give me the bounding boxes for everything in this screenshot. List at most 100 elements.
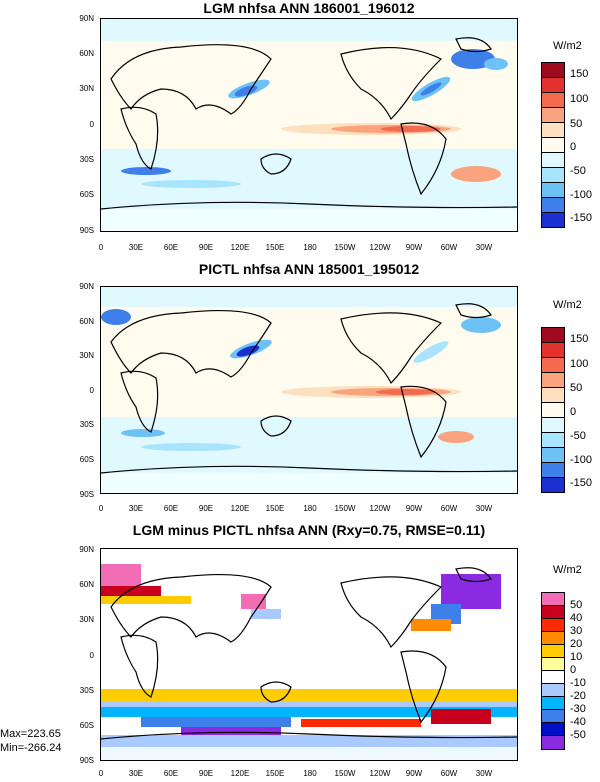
lat-label: 90S: [79, 490, 94, 499]
map-field: [100, 287, 518, 493]
lat-label: 60S: [79, 455, 94, 464]
colorbar-label: 10: [570, 651, 583, 663]
colorbar-label: 50: [570, 118, 583, 130]
map-field: [100, 19, 518, 231]
lon-label: 90E: [198, 504, 214, 513]
colorbar-label: -50: [570, 430, 586, 442]
panel-title: LGM minus PICTL nhfsa ANN (Rxy=0.75, RMS…: [132, 522, 486, 538]
lon-label: 60E: [163, 769, 179, 778]
lon-label: 60W: [440, 769, 458, 778]
lat-label: 60N: [79, 580, 94, 589]
lon-label: 60W: [440, 504, 458, 513]
colorbar-label: 150: [570, 333, 589, 345]
colorbar-label: 50: [570, 382, 583, 394]
lat-label: 60S: [79, 190, 94, 199]
lon-label: 30W: [475, 243, 493, 252]
lon-label: 0: [98, 243, 104, 252]
lat-label: 30S: [79, 420, 94, 429]
colorbar-label: -50: [570, 729, 586, 741]
lon-label: 150E: [265, 769, 285, 778]
lon-label: 120E: [230, 769, 250, 778]
panel-lgm: LGM nhfsa ANN 186001_196012: [0, 0, 600, 258]
colorbar-label: -100: [570, 189, 593, 201]
lon-label: 150E: [265, 504, 285, 513]
colorbar-label: 30: [570, 625, 583, 637]
colorbar-label: -40: [570, 716, 586, 728]
lon-label: 90W: [405, 504, 423, 513]
lat-label: 0: [89, 386, 94, 395]
lat-label: 60S: [79, 721, 94, 730]
lon-label: 90W: [405, 243, 423, 252]
colorbar-units: W/m2: [553, 299, 582, 311]
stat-min: Min=-266.24: [0, 742, 62, 754]
lat-label: 30N: [79, 351, 94, 360]
lon-label: 120W: [369, 504, 391, 513]
lon-label: 120W: [369, 243, 391, 252]
lat-label: 60N: [79, 317, 94, 326]
colorbar-label: 0: [570, 406, 577, 418]
map-plot: [100, 286, 518, 494]
lat-label: 90N: [79, 14, 94, 23]
colorbar-label: -150: [570, 212, 593, 224]
colorbar-label: 100: [570, 358, 589, 370]
lon-label: 30E: [128, 769, 144, 778]
colorbar-units: W/m2: [553, 564, 582, 576]
lon-label: 120W: [369, 769, 391, 778]
colorbar-label: 50: [570, 599, 583, 611]
panel-title: PICTL nhfsa ANN 185001_195012: [198, 261, 420, 277]
panel-title: LGM nhfsa ANN 186001_196012: [203, 0, 415, 16]
colorbar: [541, 62, 565, 228]
colorbar-label: -20: [570, 690, 586, 702]
lon-label: 60E: [163, 504, 179, 513]
lat-label: 30N: [79, 84, 94, 93]
lon-label: 60E: [163, 243, 179, 252]
lon-label: 30W: [475, 769, 493, 778]
colorbar-label: -30: [570, 703, 586, 715]
lon-label: 150W: [334, 243, 356, 252]
lat-label: 0: [89, 120, 94, 129]
lon-label: 30W: [475, 504, 493, 513]
colorbar-label: -150: [570, 477, 593, 489]
lon-label: 30E: [128, 243, 144, 252]
lat-label: 90N: [79, 545, 94, 554]
lon-label: 30E: [128, 504, 144, 513]
colorbar: [541, 327, 565, 493]
lat-label: 90N: [79, 282, 94, 291]
lon-label: 90W: [405, 769, 423, 778]
lon-label: 90E: [198, 243, 214, 252]
lat-label: 60N: [79, 49, 94, 58]
lon-label: 120E: [230, 504, 250, 513]
colorbar-label: 100: [570, 93, 589, 105]
lon-label: 90E: [198, 769, 214, 778]
colorbar-label: 150: [570, 68, 589, 80]
map-field: [100, 549, 518, 760]
lon-label: 150W: [334, 504, 356, 513]
colorbar-label: -50: [570, 165, 586, 177]
stat-max: Max=223.65: [0, 728, 61, 740]
lat-label: 90S: [79, 756, 94, 765]
colorbar: [541, 592, 565, 750]
colorbar-label: -10: [570, 677, 586, 689]
colorbar-label: 20: [570, 638, 583, 650]
lon-label: 150W: [334, 769, 356, 778]
lat-label: 30S: [79, 686, 94, 695]
colorbar-label: -100: [570, 454, 593, 466]
lat-label: 90S: [79, 226, 94, 235]
lon-label: 150E: [265, 243, 285, 252]
map-plot: [100, 18, 518, 232]
lon-label: 60W: [440, 243, 458, 252]
lon-label: 0: [98, 769, 104, 778]
colorbar-label: 0: [570, 141, 577, 153]
lat-label: 30N: [79, 615, 94, 624]
lon-label: 180: [303, 504, 317, 513]
lon-label: 180: [303, 769, 317, 778]
panel-difference: LGM minus PICTL nhfsa ANN (Rxy=0.75, RMS…: [0, 522, 600, 782]
lon-label: 120E: [230, 243, 250, 252]
colorbar-units: W/m2: [553, 40, 582, 52]
map-plot: [100, 548, 518, 761]
lon-label: 180: [303, 243, 317, 252]
lat-label: 30S: [79, 155, 94, 164]
panel-pictl: PICTL nhfsa ANN 185001_195012: [0, 261, 600, 519]
colorbar-label: 0: [570, 664, 577, 676]
lat-label: 0: [89, 651, 94, 660]
